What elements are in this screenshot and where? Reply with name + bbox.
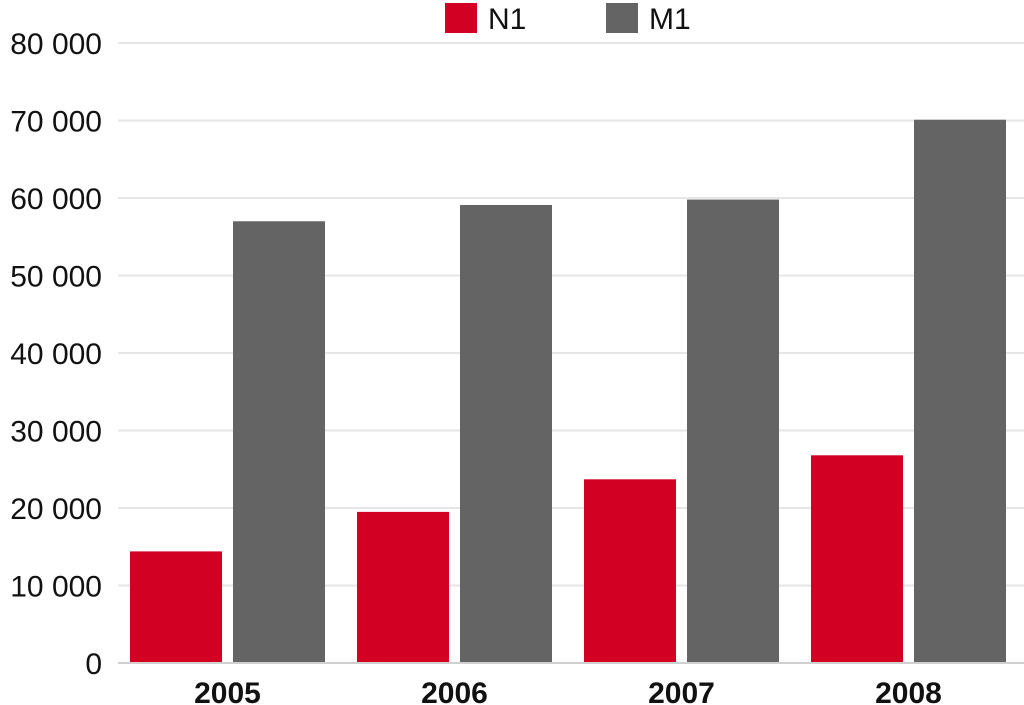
bar-n1-2007 — [584, 479, 676, 663]
bars — [130, 119, 1006, 664]
bar-n1-2005 — [130, 551, 222, 663]
y-tick-label: 80 000 — [10, 28, 102, 61]
bar-n1-2008 — [811, 455, 903, 663]
legend-swatch-n1 — [445, 3, 477, 33]
y-axis: 0 10 000 20 000 30 000 40 000 50 000 60 000 70 … — [10, 28, 102, 681]
bar-m1-2007 — [687, 199, 779, 664]
legend: N1 M1 — [445, 3, 691, 36]
bar-m1-2008 — [914, 119, 1006, 664]
y-tick-label: 30 000 — [10, 416, 102, 449]
x-tick-label: 2007 — [648, 677, 715, 705]
y-tick-label: 60 000 — [10, 183, 102, 216]
legend-label-n1: N1 — [488, 3, 526, 36]
x-tick-label: 2006 — [421, 677, 488, 705]
bar-m1-2005 — [233, 221, 325, 663]
y-tick-label: 40 000 — [10, 338, 102, 371]
x-axis: 2005 2006 2007 2008 — [118, 662, 1024, 705]
bar-m1-2006 — [460, 204, 552, 663]
x-tick-label: 2005 — [194, 677, 261, 705]
y-tick-label: 70 000 — [10, 106, 102, 139]
y-tick-label: 50 000 — [10, 261, 102, 294]
legend-label-m1: M1 — [649, 3, 691, 36]
legend-swatch-m1 — [606, 3, 638, 33]
x-tick-label: 2008 — [875, 677, 942, 705]
bar-n1-2006 — [357, 511, 449, 663]
y-tick-label: 20 000 — [10, 493, 102, 526]
y-tick-label: 0 — [85, 648, 102, 681]
y-tick-label: 10 000 — [10, 571, 102, 604]
